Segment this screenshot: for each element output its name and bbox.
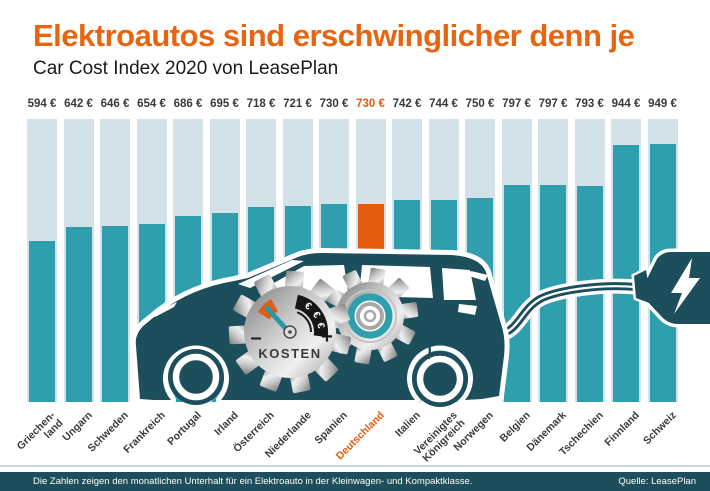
value-label: 654 € [137, 98, 166, 110]
value-label: 793 € [575, 98, 604, 110]
tail-light [458, 304, 477, 315]
charging-cable-icon [494, 278, 644, 342]
category-label: Deutschland [333, 409, 387, 463]
rear-wheel [412, 351, 468, 407]
footer-bar: Die Zahlen zeigen den monatlichen Unterh… [0, 472, 710, 491]
value-label: 797 € [502, 98, 531, 110]
value-label: 750 € [465, 98, 495, 110]
value-label: 646 € [100, 98, 130, 110]
category-label: Schweden [85, 409, 131, 455]
euro-coin: € [302, 300, 313, 312]
category-label: Spanien [312, 409, 350, 447]
windshield [238, 260, 304, 288]
footer-note: Die Zahlen zeigen den monatlichen Unterh… [33, 476, 473, 487]
value-label: 686 € [173, 98, 203, 110]
gauge-plus-label: + [321, 326, 333, 348]
value-label: 944 € [611, 98, 641, 110]
value-label: 730 € [319, 98, 349, 110]
gauge-minus-label: – [250, 327, 261, 349]
euro-coin: € [310, 310, 322, 321]
category-label: Irland [211, 409, 241, 438]
cost-gauge-gear-icon: € € € – + KOSTEN [228, 270, 352, 394]
bar [503, 185, 530, 402]
gauge-needle [264, 305, 291, 334]
category-label: Dänemark [524, 409, 569, 454]
value-label: 949 € [648, 98, 677, 110]
value-label: 695 € [210, 98, 239, 110]
value-label: 742 € [392, 98, 422, 110]
rear-highlight [469, 271, 488, 281]
value-label: 718 € [246, 98, 276, 110]
electric-car-illustration: € € € – + KOSTEN [130, 248, 710, 407]
motion-arcs [143, 330, 491, 399]
value-label: 642 € [64, 98, 93, 110]
footer-source: Quelle: LeasePlan [618, 476, 696, 487]
category-label: Schweiz [640, 409, 679, 448]
category-label: Niederlande [262, 409, 314, 461]
page-subtitle: Car Cost Index 2020 von LeasePlan [33, 58, 339, 79]
lightning-bolt-icon [671, 258, 700, 314]
footer-divider [0, 465, 710, 467]
front-wheel [168, 349, 224, 405]
euro-coin: € [314, 322, 326, 330]
category-label: Tschechien [556, 409, 606, 459]
bar [65, 227, 92, 402]
gauge-kosten-label: KOSTEN [258, 346, 321, 361]
page-title: Elektroautos sind erschwinglicher denn j… [33, 18, 635, 53]
bar [29, 241, 55, 402]
value-label: 744 € [429, 98, 458, 110]
category-label: Frankreich [120, 409, 168, 456]
value-label: 594 € [27, 98, 57, 110]
category-label: Portugal [165, 409, 204, 448]
category-label: Belgien [496, 409, 533, 445]
charging-plug-icon [631, 248, 710, 328]
category-label: Österreich [231, 409, 277, 455]
category-label: Finnland [602, 409, 642, 449]
value-label: 797 € [538, 98, 568, 110]
bar [102, 226, 128, 402]
hood-highlight [152, 302, 177, 317]
quarter-window [442, 268, 476, 300]
value-label: 721 € [283, 98, 312, 110]
value-label: 730 € [356, 98, 385, 110]
